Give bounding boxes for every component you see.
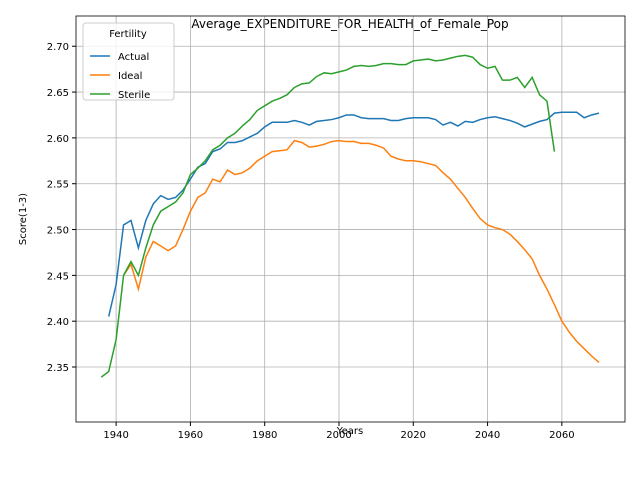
plot-frame xyxy=(75,15,626,423)
legend-title: Fertility xyxy=(109,29,147,40)
y-tick-label: 2.40 xyxy=(47,317,69,328)
y-tick-label: 2.45 xyxy=(47,271,69,282)
x-axis-label: Years xyxy=(336,426,363,437)
y-tick-label: 2.65 xyxy=(47,88,69,99)
x-tick-label: 1980 xyxy=(252,430,277,441)
legend-box xyxy=(82,22,175,101)
y-tick-label: 2.35 xyxy=(47,363,69,374)
x-tick-label: 2000 xyxy=(326,430,351,441)
x-tick-label: 1960 xyxy=(178,430,203,441)
legend-label: Sterile xyxy=(118,90,150,101)
y-tick-label: 2.60 xyxy=(47,134,69,145)
series-line xyxy=(122,139,600,363)
y-axis-label: Score(1-3) xyxy=(18,193,29,245)
series-line xyxy=(100,54,556,378)
x-tick-label: 2020 xyxy=(401,430,426,441)
legend-label: Ideal xyxy=(118,71,142,82)
x-tick-label: 2060 xyxy=(549,430,574,441)
legend-label: Actual xyxy=(118,52,149,63)
y-tick-label: 2.70 xyxy=(47,42,69,53)
x-tick-label: 2040 xyxy=(475,430,500,441)
y-tick-label: 2.55 xyxy=(47,180,69,191)
series-line xyxy=(107,111,600,317)
x-tick-label: 1940 xyxy=(103,430,128,441)
chart-title: Average_EXPENDITURE_FOR_HEALTH_of_Female… xyxy=(191,17,508,31)
y-tick-label: 2.50 xyxy=(47,226,69,237)
